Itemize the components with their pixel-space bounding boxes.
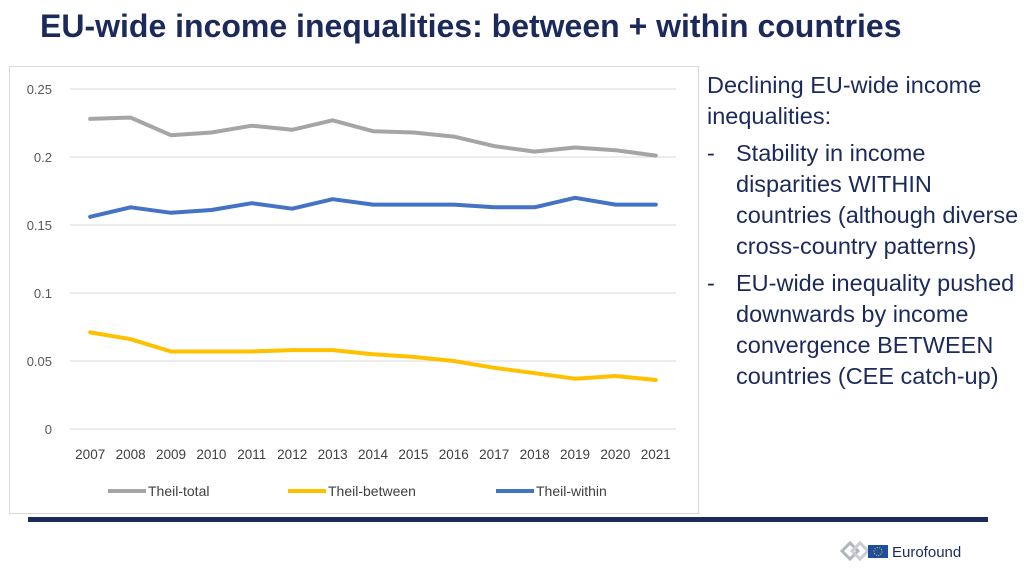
logo-text: Eurofound (892, 544, 962, 561)
x-tick-label: 2018 (520, 447, 550, 462)
x-tick-label: 2015 (398, 447, 428, 462)
notes-lead: Declining EU-wide income inequalities: (707, 72, 982, 129)
x-tick-label: 2007 (75, 447, 105, 462)
slide-title: EU-wide income inequalities: between + w… (40, 8, 902, 44)
y-tick-label: 0.25 (27, 82, 52, 97)
eurofound-logo-icon (839, 540, 888, 562)
y-tick-label: 0.1 (34, 286, 52, 301)
x-tick-label: 2012 (277, 447, 307, 462)
x-tick-label: 2013 (318, 447, 348, 462)
notes-list: - Stability in income disparities WITHIN… (707, 138, 1019, 392)
x-tick-label: 2008 (116, 447, 146, 462)
x-tick-label: 2014 (358, 447, 389, 462)
series-line-theil-within (88, 195, 658, 219)
y-tick-label: 0.2 (34, 150, 52, 165)
bullet-marker: - (707, 140, 715, 166)
chart-area: 0 0.05 0.1 0.15 0.2 0.25 2007 2008 2009 2010 2011 2… (9, 66, 699, 514)
line-chart: 0 0.05 0.1 0.15 0.2 0.25 2007 2008 2009 2010 2011 2… (27, 82, 676, 499)
legend-label: Theil-between (328, 483, 416, 499)
footer-rule (28, 517, 988, 522)
x-tick-label: 2017 (479, 447, 509, 462)
series-line-theil-between (88, 330, 658, 382)
notes-bullet: - EU-wide inequality pushed downwards by… (707, 268, 1019, 392)
legend-label: Theil-total (148, 483, 209, 499)
x-tick-label: 2010 (196, 447, 226, 462)
eurofound-logo: Eurofound (838, 538, 978, 564)
y-tick-label: 0.15 (27, 218, 52, 233)
legend-label: Theil-within (536, 483, 607, 499)
x-tick-label: 2011 (237, 447, 266, 462)
y-tick-label: 0.05 (27, 354, 52, 369)
series-line-theil-total (88, 115, 658, 158)
x-tick-label: 2019 (560, 447, 590, 462)
bullet-marker: - (707, 270, 715, 296)
notes-panel: Declining EU-wide income inequalities: -… (707, 70, 1019, 398)
y-tick-label: 0 (45, 422, 52, 437)
x-tick-label: 2020 (600, 447, 630, 462)
x-tick-label: 2021 (641, 447, 671, 462)
x-tick-label: 2009 (156, 447, 186, 462)
notes-bullet: - Stability in income disparities WITHIN… (707, 138, 1019, 262)
x-tick-label: 2016 (439, 447, 469, 462)
notes-bullet-text: Stability in income disparities WITHIN c… (736, 140, 1019, 259)
notes-bullet-text: EU-wide inequality pushed downwards by i… (736, 270, 1015, 389)
